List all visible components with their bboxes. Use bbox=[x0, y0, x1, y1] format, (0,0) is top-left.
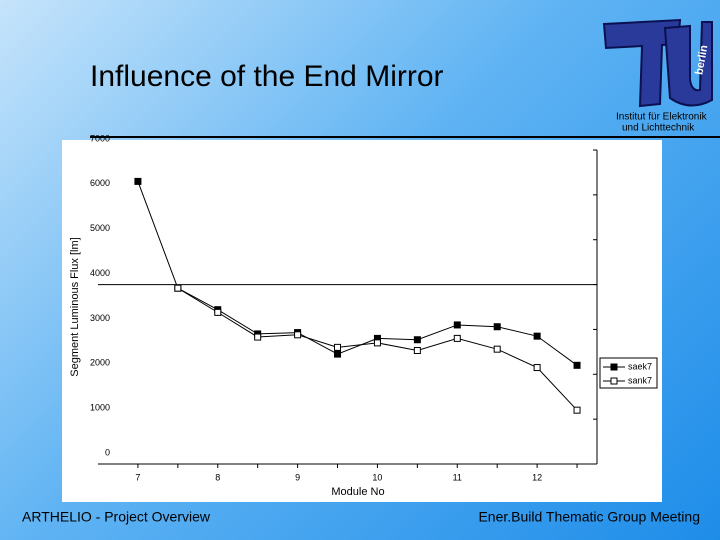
data-point bbox=[294, 331, 302, 339]
data-point bbox=[413, 336, 421, 344]
legend-marker bbox=[610, 363, 618, 371]
y-tick-label: 2000 bbox=[90, 358, 110, 368]
x-tick-label: 10 bbox=[372, 472, 382, 482]
legend-label: sank7 bbox=[628, 375, 652, 385]
x-tick-label: 11 bbox=[453, 472, 462, 482]
data-point bbox=[413, 347, 421, 355]
y-tick-label: 0 bbox=[105, 447, 110, 457]
data-point bbox=[174, 284, 182, 292]
y-tick-label: 7000 bbox=[90, 133, 110, 143]
footer-right: Ener.Build Thematic Group Meeting bbox=[478, 509, 700, 525]
x-tick-label: 7 bbox=[135, 472, 140, 482]
data-point bbox=[493, 345, 501, 353]
footer-left: ARTHELIO - Project Overview bbox=[22, 509, 211, 525]
data-point bbox=[214, 308, 222, 316]
data-point bbox=[453, 334, 461, 342]
data-point bbox=[373, 339, 381, 347]
legend-box bbox=[599, 357, 658, 389]
x-axis-label: Module No bbox=[331, 486, 384, 498]
x-tick-label: 12 bbox=[532, 472, 542, 482]
y-tick-label: 6000 bbox=[90, 178, 110, 188]
logo: berlin Institut für Elektronik und Licht… bbox=[602, 18, 713, 134]
chart-background bbox=[62, 140, 662, 502]
logo-text: Institut für Elektronik bbox=[616, 112, 708, 123]
data-point bbox=[493, 323, 501, 331]
slide-title: Influence of the End Mirror bbox=[90, 60, 444, 93]
y-axis-label: Segment Luminous Flux [lm] bbox=[69, 237, 81, 376]
data-point bbox=[533, 364, 541, 372]
data-point bbox=[573, 406, 581, 414]
x-tick-label: 9 bbox=[295, 472, 300, 482]
series-line bbox=[137, 181, 578, 366]
data-point bbox=[334, 350, 342, 358]
x-tick-label: 8 bbox=[215, 472, 220, 482]
data-point bbox=[533, 332, 541, 340]
data-point bbox=[134, 177, 142, 185]
logo-city: berlin bbox=[693, 44, 710, 76]
legend-label: saek7 bbox=[628, 361, 652, 371]
y-tick-label: 3000 bbox=[90, 313, 110, 323]
data-point bbox=[573, 361, 581, 369]
y-tick-label: 5000 bbox=[90, 223, 110, 233]
logo-u bbox=[663, 21, 713, 107]
data-point bbox=[254, 333, 262, 341]
legend-marker bbox=[610, 377, 618, 385]
y-tick-label: 1000 bbox=[90, 403, 110, 413]
y-tick-label: 4000 bbox=[90, 268, 110, 278]
data-point bbox=[453, 321, 461, 329]
data-point bbox=[334, 343, 342, 351]
logo-text: und Lichttechnik bbox=[622, 123, 695, 134]
